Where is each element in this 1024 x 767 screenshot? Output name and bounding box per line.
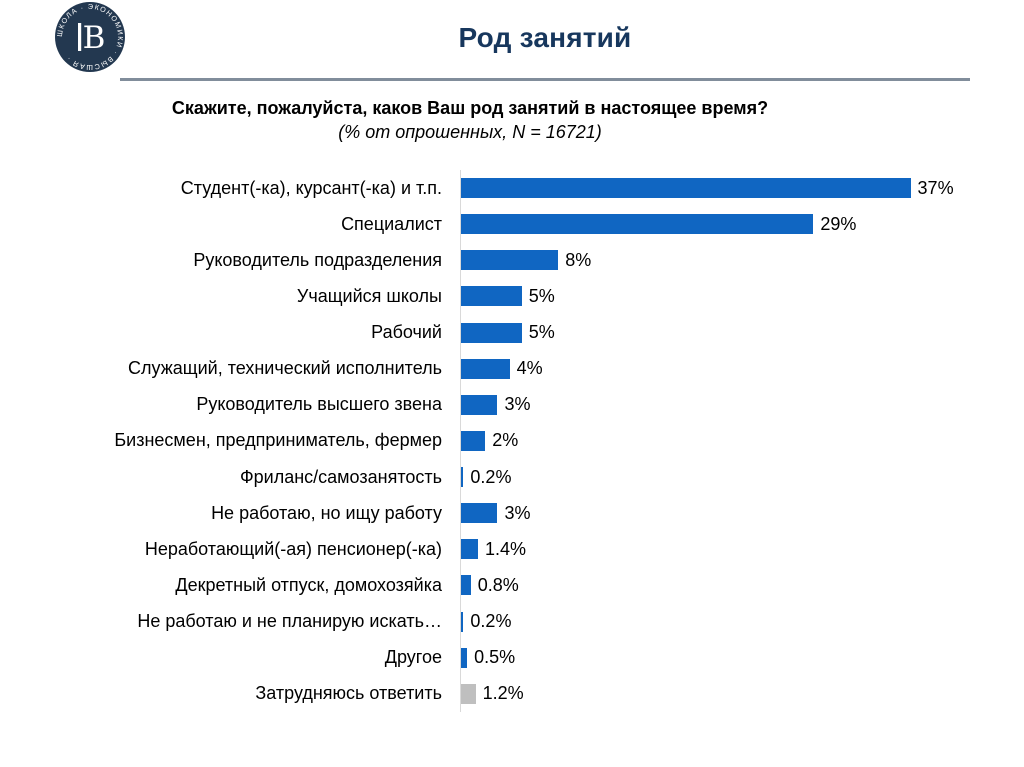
bar-cell: 29% [452, 206, 1024, 242]
category-label: Рабочий [371, 322, 442, 343]
bar-cell: 8% [452, 242, 1024, 278]
bar-cell: 0.5% [452, 640, 1024, 676]
chart-row: Фриланс/самозанятость 0.2% [0, 459, 1024, 495]
value-label: 1.4% [485, 538, 527, 559]
chart-row: Затрудняюсь ответить 1.2% [0, 676, 1024, 712]
logo-emblem-bar [78, 23, 82, 51]
header-divider [120, 78, 970, 81]
value-label: 5% [528, 285, 555, 306]
bar-cell: 5% [452, 315, 1024, 351]
value-label: 3% [504, 394, 531, 415]
bar [461, 286, 522, 307]
bar-cell: 0.2% [452, 459, 1024, 495]
category-label: Руководитель подразделения [193, 249, 442, 270]
bar [461, 322, 522, 343]
chart-row: Специалист 29% [0, 206, 1024, 242]
chart-row: Другое 0.5% [0, 640, 1024, 676]
bar-cell: 4% [452, 351, 1024, 387]
bar-cell: 1.4% [452, 531, 1024, 567]
category-label: Затрудняюсь ответить [255, 683, 442, 704]
question-block: Скажите, пожалуйста, каков Ваш род занят… [0, 96, 940, 144]
sample-size-note: (% от опрошенных, N = 16721) [338, 122, 602, 142]
bar-cell: 3% [452, 495, 1024, 531]
bar [461, 394, 498, 415]
category-label: Руководитель высшего звена [196, 394, 442, 415]
chart-row: Руководитель высшего звена 3% [0, 387, 1024, 423]
logo-circle [55, 2, 125, 72]
value-label: 37% [917, 177, 954, 198]
category-label: Служащий, технический исполнитель [128, 358, 442, 379]
value-label: 1.2% [482, 683, 524, 704]
bar-cell: 37% [452, 170, 1024, 206]
category-label: Другое [384, 647, 442, 668]
chart-axis-line [460, 170, 461, 712]
bar-cell: 0.8% [452, 567, 1024, 603]
category-label: Студент(-ка), курсант(-ка) и т.п. [180, 177, 442, 198]
chart-row: Студент(-ка), курсант(-ка) и т.п. 37% [0, 170, 1024, 206]
value-label: 0.5% [474, 647, 516, 668]
bar [461, 683, 476, 704]
chart-row: Неработающий(-ая) пенсионер(-ка) 1.4% [0, 531, 1024, 567]
chart-row: Не работаю и не планирую искать… 0.2% [0, 604, 1024, 640]
chart-row: Декретный отпуск, домохозяйка 0.8% [0, 567, 1024, 603]
value-label: 29% [820, 213, 857, 234]
chart-row: Рабочий 5% [0, 315, 1024, 351]
chart-row: Учащийся школы 5% [0, 278, 1024, 314]
bar [461, 575, 471, 596]
hse-logo: ШКОЛА · ЭКОНОМИКИ · ВЫСШАЯ · В [54, 1, 126, 73]
bar-cell: 1.2% [452, 676, 1024, 712]
bar-cell: 3% [452, 387, 1024, 423]
chart-rows: Студент(-ка), курсант(-ка) и т.п. 37% Спец… [0, 170, 1024, 712]
logo-emblem: В [83, 20, 106, 56]
value-label: 8% [565, 249, 592, 270]
category-label: Не работаю и не планирую искать… [137, 611, 442, 632]
bar-cell: 2% [452, 423, 1024, 459]
bar [461, 467, 464, 488]
bar [461, 358, 510, 379]
value-label: 3% [504, 502, 531, 523]
chart-row: Руководитель подразделения 8% [0, 242, 1024, 278]
bar [461, 250, 559, 271]
category-label: Декретный отпуск, домохозяйка [175, 574, 442, 595]
value-label: 0.8% [477, 574, 519, 595]
category-label: Бизнесмен, предприниматель, фермер [114, 430, 442, 451]
bar [461, 430, 486, 451]
bar [461, 503, 498, 524]
value-label: 0.2% [470, 611, 512, 632]
value-label: 4% [516, 358, 543, 379]
hse-logo-icon: ШКОЛА · ЭКОНОМИКИ · ВЫСШАЯ · В [55, 2, 125, 72]
chart-row: Не работаю, но ищу работу 3% [0, 495, 1024, 531]
bar [461, 214, 814, 235]
bar-cell: 0.2% [452, 604, 1024, 640]
value-label: 5% [528, 322, 555, 343]
bar [461, 178, 911, 199]
question-text: Скажите, пожалуйста, каков Ваш род занят… [171, 98, 769, 118]
chart-row: Служащий, технический исполнитель 4% [0, 351, 1024, 387]
value-label: 0.2% [470, 466, 512, 487]
category-label: Неработающий(-ая) пенсионер(-ка) [144, 538, 442, 559]
category-label: Фриланс/самозанятость [239, 466, 442, 487]
bar [461, 611, 464, 632]
chart-row: Бизнесмен, предприниматель, фермер 2% [0, 423, 1024, 459]
category-label: Не работаю, но ищу работу [211, 502, 442, 523]
bar-cell: 5% [452, 278, 1024, 314]
bar [461, 539, 478, 560]
occupation-bar-chart: Студент(-ка), курсант(-ка) и т.п. 37% Спец… [0, 170, 1024, 713]
bar [461, 647, 468, 668]
category-label: Учащийся школы [296, 285, 442, 306]
category-label: Специалист [341, 213, 442, 234]
page-title: Род занятий [458, 22, 632, 53]
value-label: 2% [492, 430, 519, 451]
